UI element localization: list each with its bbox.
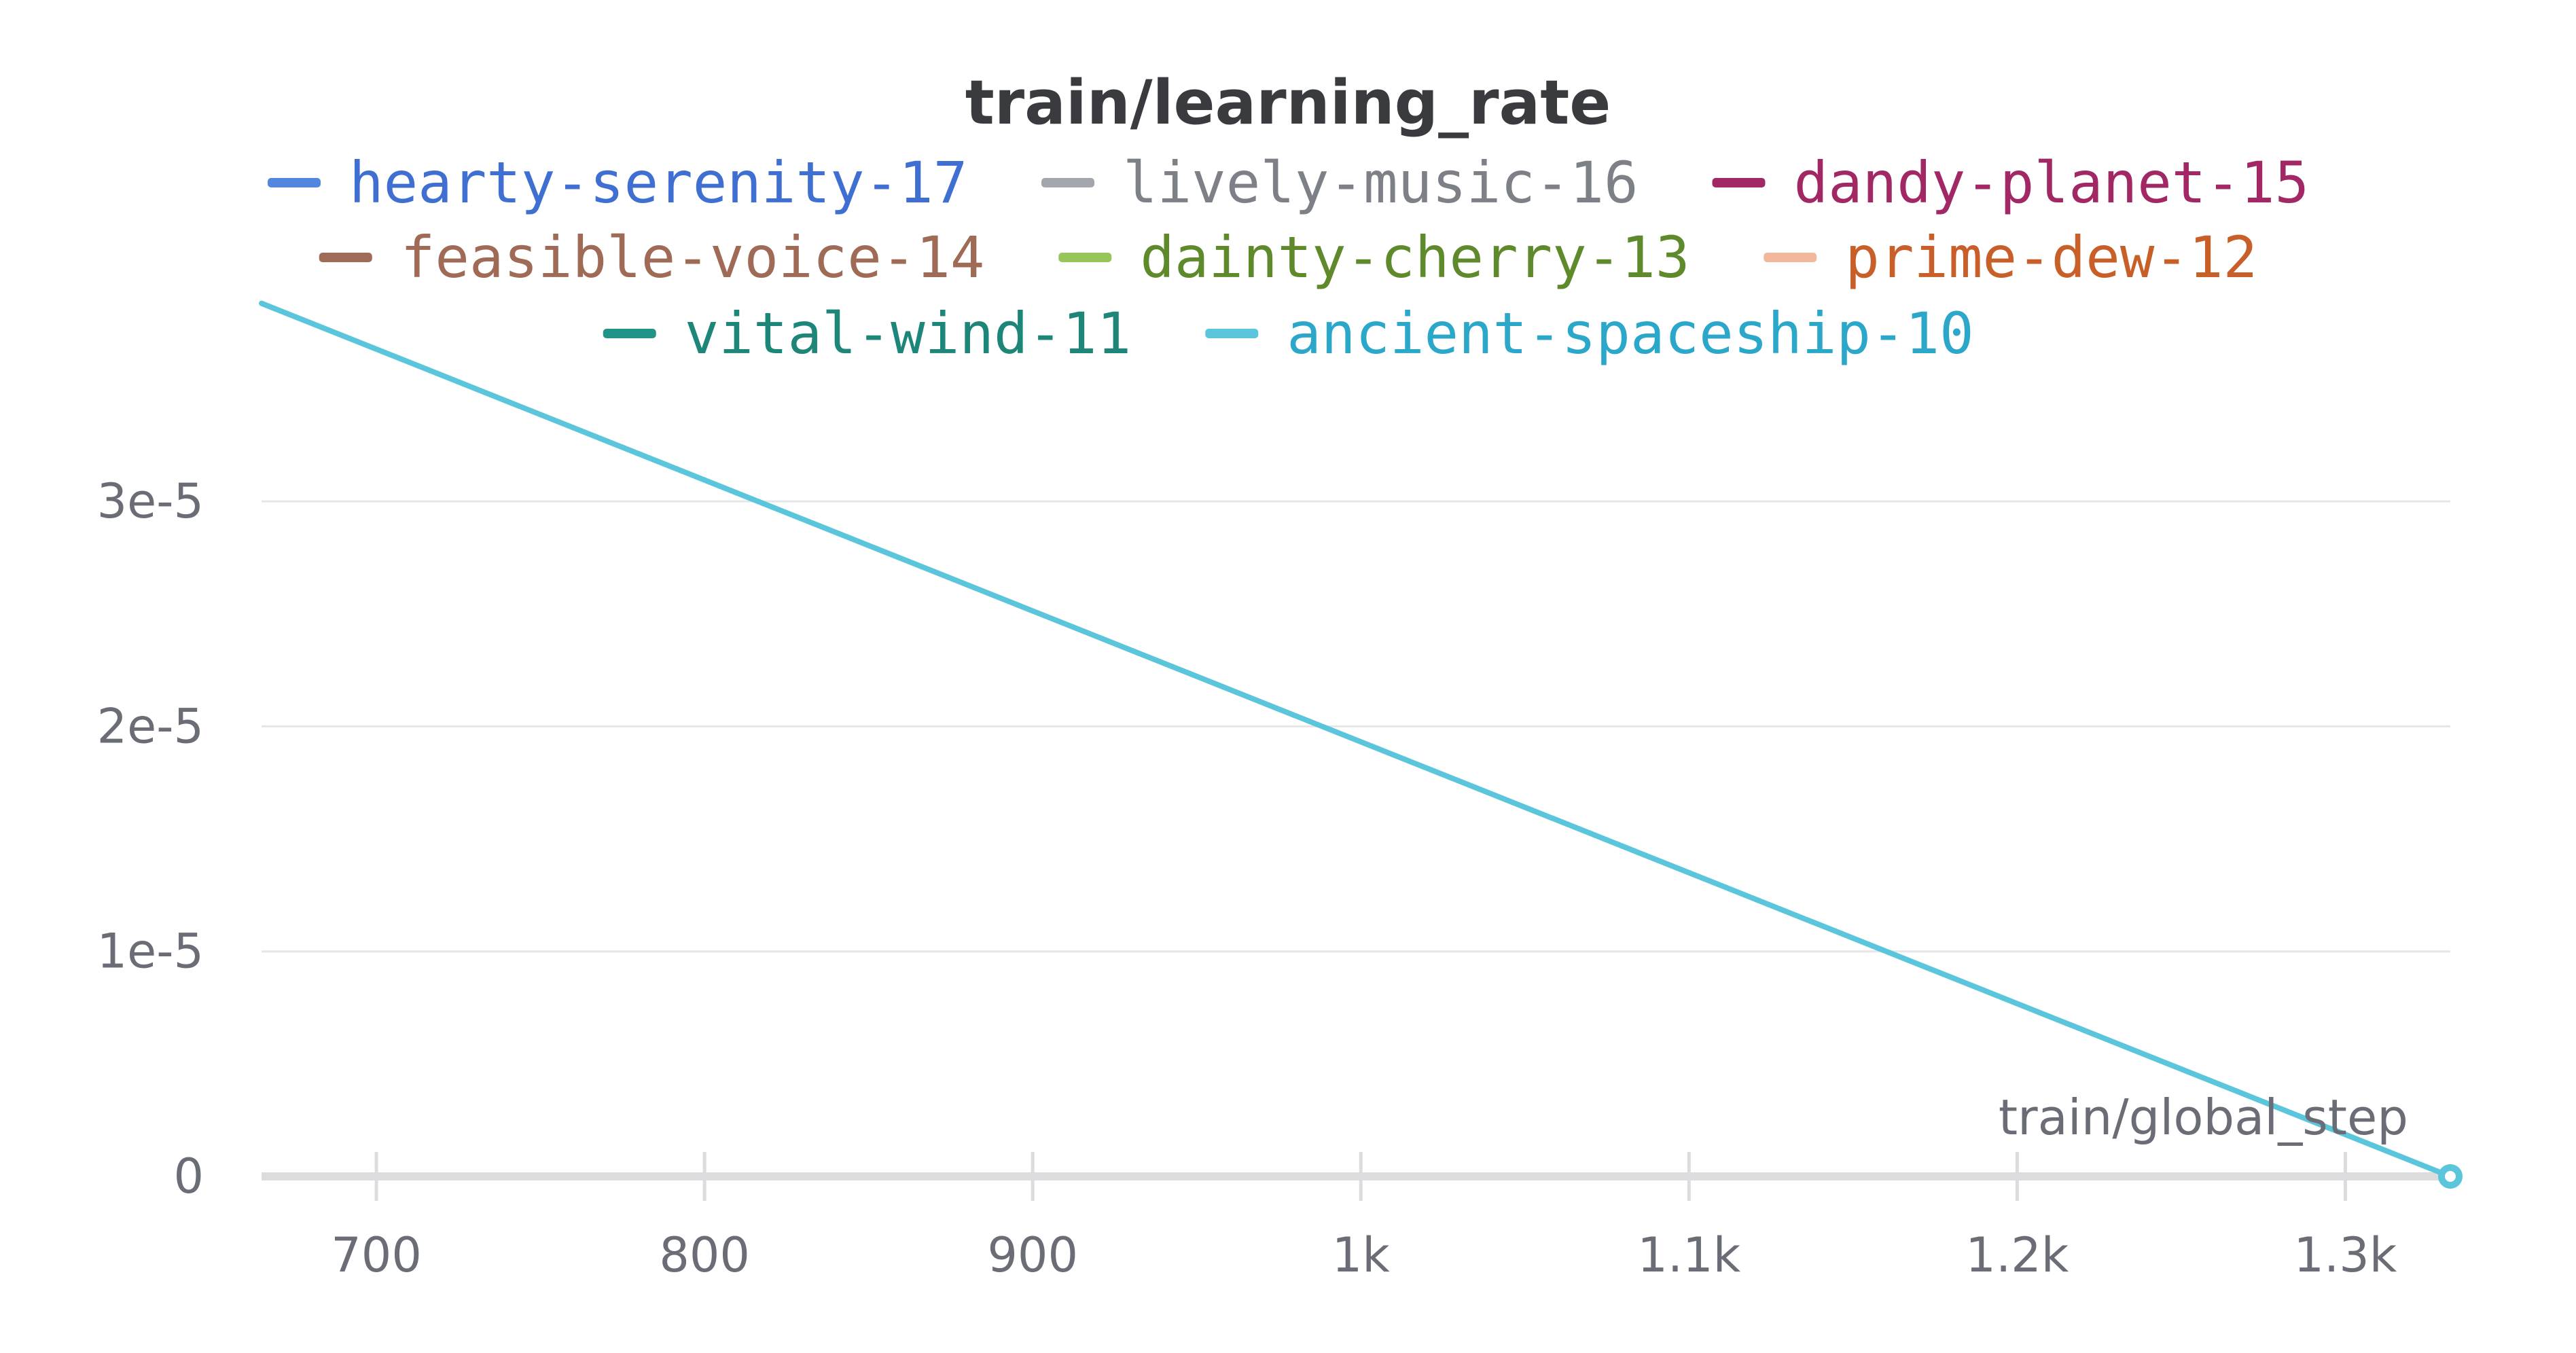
legend-item-ancient-spaceship-10: ancient-spaceship-10 <box>1205 300 1974 367</box>
legend-item-vital-wind-11: vital-wind-11 <box>603 300 1131 367</box>
series-endpoint-ancient-spaceship-10 <box>2438 1164 2463 1189</box>
x-tick-label: 1k <box>1332 1227 1391 1283</box>
legend-label: dandy-planet-15 <box>1794 149 2310 216</box>
y-tick-label: 1e-5 <box>97 924 204 979</box>
series-layer <box>259 300 2463 1189</box>
legend-item-prime-dew-12: prime-dew-12 <box>1764 224 2257 291</box>
grid-layer <box>262 500 2450 953</box>
legend-label: hearty-serenity-17 <box>349 149 967 216</box>
legend-label: prime-dew-12 <box>1845 224 2257 291</box>
y-tick-label: 2e-5 <box>97 698 204 754</box>
legend-label: feasible-voice-14 <box>401 224 985 291</box>
x-axis-label: train/global_step <box>1999 1089 2408 1146</box>
x-tick-label: 800 <box>659 1227 750 1283</box>
legend-item-dainty-cherry-13: dainty-cherry-13 <box>1058 224 1689 291</box>
x-tick-label: 1.1k <box>1637 1227 1740 1283</box>
legend-item-lively-music-16: lively-music-16 <box>1041 149 1639 216</box>
x-tick-label: 1.2k <box>1965 1227 2069 1283</box>
series-line-ancient-spaceship-10 <box>259 300 2453 1179</box>
legend-swatch <box>268 178 321 187</box>
legend-swatch <box>1764 253 1817 262</box>
legend-item-feasible-voice-14: feasible-voice-14 <box>319 224 985 291</box>
y-tick-label: 3e-5 <box>97 473 204 529</box>
legend-item-dandy-planet-15: dandy-planet-15 <box>1712 149 2310 216</box>
legend-swatch <box>1712 178 1766 187</box>
legend-swatch <box>1205 329 1259 338</box>
legend-item-hearty-serenity-17: hearty-serenity-17 <box>268 149 967 216</box>
legend-label: dainty-cherry-13 <box>1140 224 1689 291</box>
legend-swatch <box>1058 253 1112 262</box>
x-tick-label: 1.3k <box>2293 1227 2397 1283</box>
axis-layer: 0 1e-5 2e-5 3e-5 700 800 900 1k 1.1k 1.2k 1.3k <box>97 473 2450 1283</box>
chart-title: train/learning_rate <box>965 67 1611 139</box>
legend-swatch <box>319 253 372 262</box>
y-tick-label: 0 <box>173 1149 204 1204</box>
legend-label: ancient-spaceship-10 <box>1287 300 1973 367</box>
legend: hearty-serenity-17 lively-music-16 dandy-p… <box>268 149 2309 367</box>
legend-label: vital-wind-11 <box>685 300 1131 367</box>
legend-swatch <box>603 329 656 338</box>
x-tick-label: 900 <box>987 1227 1078 1283</box>
x-tick-label: 700 <box>331 1227 422 1283</box>
legend-swatch <box>1041 178 1094 187</box>
legend-label: lively-music-16 <box>1123 149 1639 216</box>
